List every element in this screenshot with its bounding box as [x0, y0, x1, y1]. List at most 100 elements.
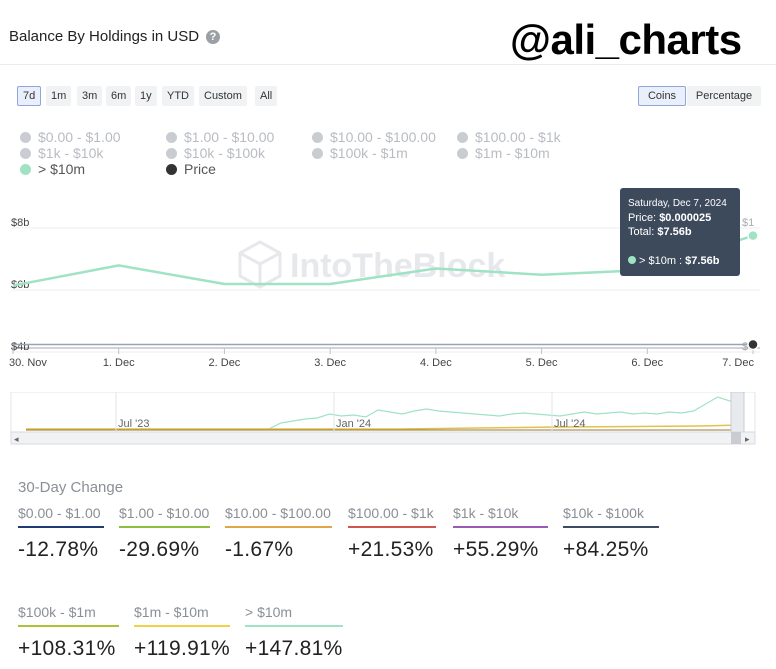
change-label: $100k - $1m [18, 604, 96, 620]
legend-dot-icon [312, 148, 323, 159]
change-value: +119.91% [134, 637, 231, 660]
chart-tooltip: Saturday, Dec 7, 2024 Price: $0.000025 T… [620, 188, 740, 276]
change-value: +55.29% [453, 538, 539, 561]
tooltip-total: Total: $7.56b [628, 226, 692, 238]
change-color-line [134, 625, 230, 627]
change-item: $1.00 - $10.00 -29.69% [119, 505, 210, 562]
change-value: -1.67% [225, 538, 294, 561]
scrollbar-thumb[interactable] [731, 432, 741, 444]
change-label: $1m - $10m [134, 604, 209, 620]
range-button-1m[interactable]: 1m [46, 86, 72, 106]
change-item: $1k - $10k +55.29% [453, 505, 548, 562]
tooltip-date: Saturday, Dec 7, 2024 [628, 198, 727, 209]
legend-item-10k-100k[interactable]: $10k - $100k [166, 145, 265, 161]
x-tick-label: 6. Dec [631, 357, 663, 369]
range-button-custom[interactable]: Custom [199, 86, 247, 106]
range-button-3m[interactable]: 3m [77, 86, 103, 106]
changes-title: 30-Day Change [18, 479, 124, 496]
change-label: $0.00 - $1.00 [18, 505, 101, 521]
legend-item-price[interactable]: Price [166, 161, 216, 177]
change-value: +147.81% [245, 637, 343, 660]
help-icon[interactable]: ? [206, 30, 220, 44]
legend-item-1k-10k[interactable]: $1k - $10k [20, 145, 103, 161]
tooltip-price: Price: $0.000025 [628, 212, 712, 224]
change-value: +21.53% [348, 538, 434, 561]
tooltip-series: > $10m : $7.56b [628, 255, 719, 267]
header-divider [0, 64, 776, 65]
tooltip-dot-icon [628, 256, 636, 264]
range-button-ytd[interactable]: YTD [162, 86, 194, 106]
change-value: -12.78% [18, 538, 99, 561]
change-color-line [563, 526, 659, 528]
change-value: +108.31% [18, 637, 116, 660]
x-tick-label: 4. Dec [420, 357, 452, 369]
percentage-toggle[interactable]: Percentage [687, 86, 761, 106]
navigator-label: Jan '24 [336, 418, 371, 430]
scroll-left-icon[interactable]: ◂ [14, 434, 19, 444]
legend-item-100-1k[interactable]: $100.00 - $1k [457, 129, 561, 145]
legend-dot-icon [20, 148, 31, 159]
x-tick-label: 30. Nov [9, 357, 47, 369]
x-tick-label: 7. Dec [722, 357, 754, 369]
legend-item-10-100[interactable]: $10.00 - $100.00 [312, 129, 436, 145]
intotheblock-logo-icon [238, 240, 282, 289]
legend-dot-icon [20, 164, 31, 175]
legend-item-100k-1m[interactable]: $100k - $1m [312, 145, 408, 161]
x-tick-label: 5. Dec [526, 357, 558, 369]
legend-item-1m-10m[interactable]: $1m - $10m [457, 145, 550, 161]
legend-dot-icon [312, 132, 323, 143]
change-item: $1m - $10m +119.91% [134, 604, 230, 661]
x-tick-label: 2. Dec [209, 357, 241, 369]
change-value: +84.25% [563, 538, 649, 561]
change-color-line [245, 625, 343, 627]
change-color-line [18, 625, 119, 627]
brand-text: IntoTheBlock [290, 247, 505, 285]
change-item: $0.00 - $1.00 -12.78% [18, 505, 104, 562]
change-color-line [453, 526, 548, 528]
series-end-point[interactable] [747, 229, 759, 242]
change-item: $100.00 - $1k +21.53% [348, 505, 436, 562]
y-right-tick-label: $1 [742, 217, 754, 229]
navigator-label: Jul '23 [118, 418, 149, 430]
change-item: $100k - $1m +108.31% [18, 604, 119, 661]
scroll-right-icon[interactable]: ▸ [745, 434, 750, 444]
y-tick-label: $4b [11, 341, 29, 353]
change-color-line [119, 526, 210, 528]
price-end-point[interactable] [747, 338, 759, 351]
legend-dot-icon [457, 132, 468, 143]
legend-item-10m-plus[interactable]: > $10m [20, 161, 85, 177]
range-button-7d[interactable]: 7d [17, 86, 42, 106]
x-tick-label: 3. Dec [314, 357, 346, 369]
range-button-all[interactable]: All [255, 86, 278, 106]
change-item: > $10m +147.81% [245, 604, 343, 661]
range-button-6m[interactable]: 6m [106, 86, 132, 106]
change-label: $1.00 - $10.00 [119, 505, 210, 521]
intotheblock-watermark: IntoTheBlock [238, 240, 505, 289]
change-item: $10.00 - $100.00 -1.67% [225, 505, 332, 562]
change-label: $1k - $10k [453, 505, 519, 521]
change-label: $10.00 - $100.00 [225, 505, 331, 521]
change-color-line [348, 526, 436, 528]
legend-item-0-1[interactable]: $0.00 - $1.00 [20, 129, 121, 145]
navigator-handle[interactable] [730, 392, 745, 433]
coins-toggle[interactable]: Coins [638, 86, 686, 106]
legend-dot-icon [457, 148, 468, 159]
change-item: $10k - $100k +84.25% [563, 505, 659, 562]
change-label: $10k - $100k [563, 505, 644, 521]
legend-dot-icon [20, 132, 31, 143]
change-color-line [225, 526, 332, 528]
change-color-line [18, 526, 104, 528]
navigator-series-line-2 [26, 424, 743, 430]
legend-dot-icon [166, 148, 177, 159]
range-button-1y[interactable]: 1y [135, 86, 157, 106]
navigator-label: Jul '24 [554, 418, 585, 430]
change-value: -29.69% [119, 538, 200, 561]
legend-dot-icon [166, 164, 177, 175]
navigator-scrollbar[interactable] [10, 431, 756, 445]
x-tick-label: 1. Dec [103, 357, 135, 369]
legend-item-1-10[interactable]: $1.00 - $10.00 [166, 129, 274, 145]
change-label: > $10m [245, 604, 293, 620]
page-title: Balance By Holdings in USD [9, 28, 200, 45]
navigator[interactable]: Jul '23 Jan '24 Jul '24 ◂ ▸ [0, 392, 776, 448]
